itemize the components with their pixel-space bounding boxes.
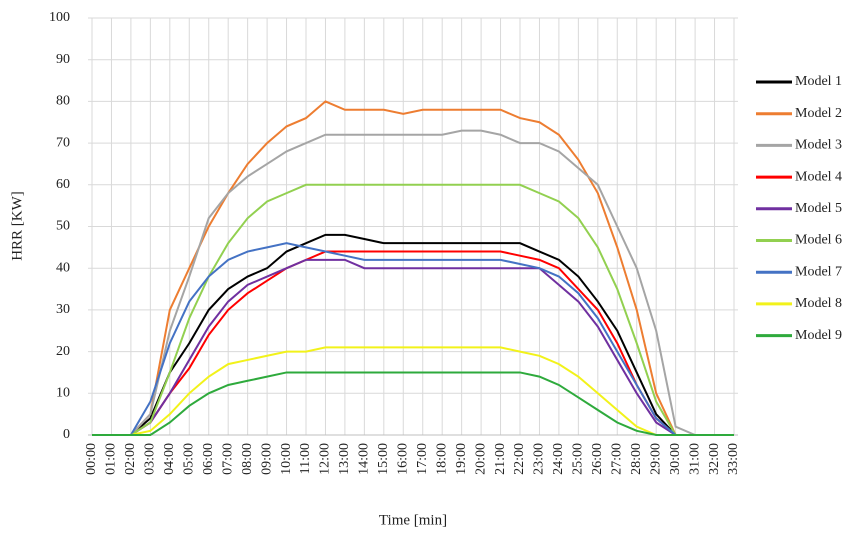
y-tick-label: 40 <box>56 260 70 275</box>
y-axis-title: HRR [KW] <box>9 191 25 261</box>
x-tick-label: 14:00 <box>357 443 372 475</box>
y-tick-label: 90 <box>56 52 70 67</box>
x-tick-label: 13:00 <box>337 443 352 475</box>
x-tick-label: 33:00 <box>726 443 741 475</box>
legend-label: Model 2 <box>795 106 842 121</box>
legend-label: Model 5 <box>795 201 842 216</box>
y-tick-label: 0 <box>63 427 70 442</box>
series-line <box>92 371 734 436</box>
x-tick-label: 17:00 <box>415 443 430 475</box>
x-tick-label: 01:00 <box>104 443 119 475</box>
legend-label: Model 3 <box>795 138 842 153</box>
x-tick-label: 23:00 <box>532 443 547 475</box>
x-tick-label: 32:00 <box>707 443 722 475</box>
x-tick-label: 31:00 <box>687 443 702 475</box>
y-tick-label: 80 <box>56 94 70 109</box>
x-tick-label: 20:00 <box>473 443 488 475</box>
x-tick-label: 04:00 <box>162 443 177 475</box>
y-tick-label: 30 <box>56 302 70 317</box>
y-tick-label: 50 <box>56 219 70 234</box>
x-tick-label: 02:00 <box>123 443 138 475</box>
x-tick-label: 12:00 <box>318 443 333 475</box>
series-line <box>92 129 734 436</box>
x-tick-label: 24:00 <box>551 443 566 475</box>
y-tick-label: 10 <box>56 386 70 401</box>
legend-label: Model 7 <box>795 264 842 279</box>
x-tick-label: 22:00 <box>512 443 527 475</box>
x-tick-label: 26:00 <box>590 443 605 475</box>
x-tick-label: 21:00 <box>493 443 508 475</box>
series-line <box>92 242 734 436</box>
x-tick-label: 06:00 <box>201 443 216 475</box>
x-tick-label: 00:00 <box>84 443 99 475</box>
series-line <box>92 346 734 436</box>
y-tick-label: 70 <box>56 135 70 150</box>
x-tick-label: 10:00 <box>279 443 294 475</box>
x-tick-label: 18:00 <box>434 443 449 475</box>
x-tick-label: 29:00 <box>648 443 663 475</box>
x-tick-label: 19:00 <box>454 443 469 475</box>
legend-label: Model 1 <box>795 74 842 89</box>
x-tick-label: 27:00 <box>609 443 624 475</box>
series-line <box>92 250 734 436</box>
series-line <box>92 258 734 436</box>
x-tick-label: 08:00 <box>240 443 255 475</box>
x-axis-title: Time [min] <box>379 512 447 528</box>
x-tick-label: 28:00 <box>629 443 644 475</box>
series-line <box>92 233 734 436</box>
x-tick-label: 16:00 <box>395 443 410 475</box>
y-tick-label: 20 <box>56 344 70 359</box>
y-tick-label: 100 <box>49 10 70 25</box>
legend-label: Model 4 <box>795 169 842 184</box>
x-tick-label: 15:00 <box>376 443 391 475</box>
x-tick-label: 11:00 <box>298 443 313 474</box>
series-line <box>92 183 734 436</box>
x-tick-label: 09:00 <box>259 443 274 475</box>
x-tick-label: 03:00 <box>143 443 158 475</box>
legend-label: Model 9 <box>795 328 842 343</box>
x-tick-label: 05:00 <box>181 443 196 475</box>
x-tick-label: 25:00 <box>571 443 586 475</box>
y-tick-label: 60 <box>56 177 70 192</box>
x-tick-label: 07:00 <box>220 443 235 475</box>
legend-label: Model 6 <box>795 233 842 248</box>
legend-label: Model 8 <box>795 296 842 311</box>
x-tick-label: 30:00 <box>668 443 683 475</box>
